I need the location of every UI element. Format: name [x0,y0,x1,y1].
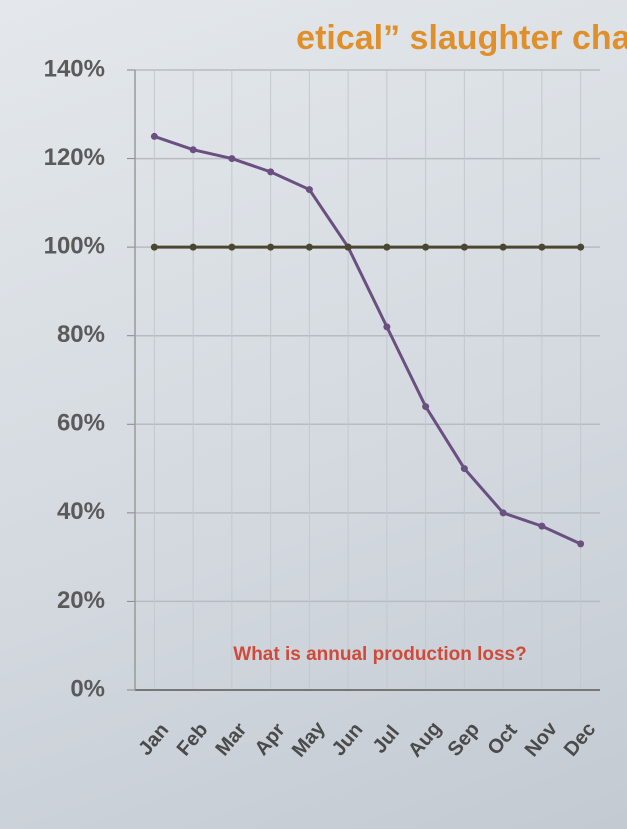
series-marker [228,155,235,162]
x-tick-label: Nov [521,717,563,761]
y-tick-label: 60% [57,410,105,437]
series-marker [383,244,390,251]
y-tick-label: 0% [70,675,105,702]
x-tick-label: Apr [251,719,290,760]
series-marker [267,244,274,251]
x-tick-label: Jul [369,721,404,757]
series-marker [151,133,158,140]
y-tick-label: 80% [57,321,105,348]
series-marker [577,244,584,251]
y-tick-label: 140% [44,55,105,82]
series-marker [461,465,468,472]
series-marker [422,403,429,410]
series-marker [538,244,545,251]
x-tick-label: Aug [404,718,446,762]
series-marker [500,244,507,251]
series-marker [383,323,390,330]
x-tick-label: Mar [211,719,251,761]
chart-title: etical” slaughter char [296,19,627,57]
series-line [154,136,580,543]
series-marker [190,146,197,153]
series-marker [577,540,584,547]
x-tick-label: Sep [444,718,484,760]
series-marker [538,523,545,530]
series-marker [306,186,313,193]
series-marker [151,244,158,251]
y-tick-label: 120% [44,144,105,171]
series-marker [306,244,313,251]
y-tick-label: 20% [57,587,105,614]
annotation: What is annual production loss? [233,644,526,665]
y-tick-label: 100% [44,232,105,259]
x-tick-label: Jan [134,719,173,760]
x-tick-label: Oct [483,719,522,759]
series-marker [461,244,468,251]
series-marker [422,244,429,251]
series-marker [228,244,235,251]
x-tick-label: Jun [328,719,368,760]
x-tick-label: Feb [173,719,213,760]
series-marker [190,244,197,251]
x-tick-label: May [288,717,330,762]
series-marker [500,509,507,516]
x-tick-label: Dec [560,718,600,760]
series-marker [345,244,352,251]
chart: etical” slaughter char 0% 20% 40% 60% 80% 100… [0,0,627,829]
series-marker [267,168,274,175]
y-tick-label: 40% [57,498,105,525]
